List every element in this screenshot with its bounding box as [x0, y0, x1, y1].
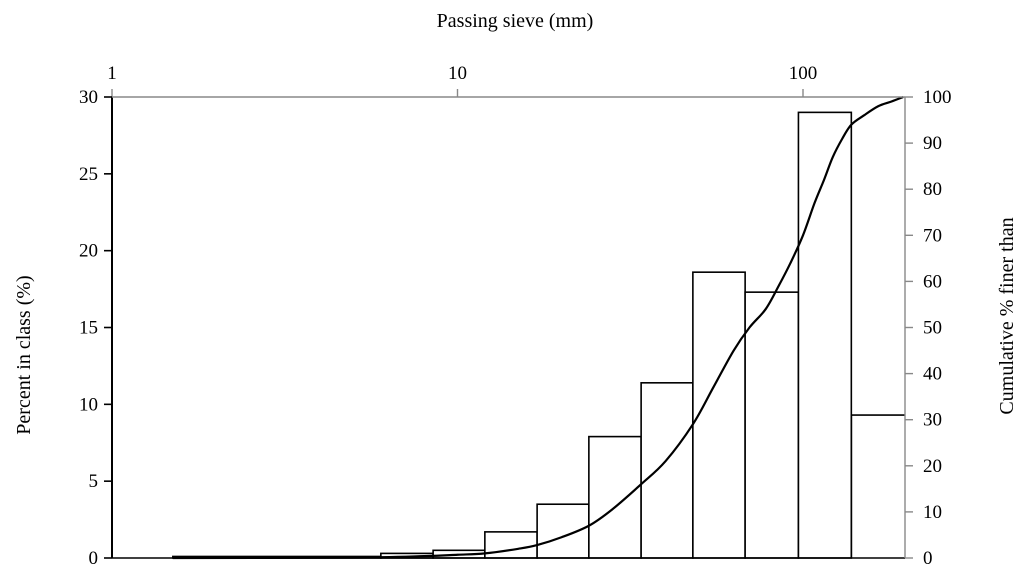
- histogram-bar: [744, 291, 800, 559]
- y-tick-label: 20: [79, 241, 98, 262]
- y2-tick-label: 90: [923, 133, 942, 154]
- y-tick-label: 5: [89, 471, 99, 492]
- y-tick-label: 30: [79, 87, 98, 108]
- y2-tick-label: 50: [923, 318, 942, 339]
- histogram-bar: [692, 271, 746, 559]
- y2-axis-title: Cumulative % finer than: [996, 217, 1018, 414]
- histogram-bar: [536, 503, 590, 559]
- y2-tick-label: 70: [923, 225, 942, 246]
- x-tick-label: 10: [448, 63, 467, 84]
- y2-tick-label: 30: [923, 410, 942, 431]
- y2-tick-label: 60: [923, 271, 942, 292]
- y2-tick-label: 20: [923, 456, 942, 477]
- histogram-bar: [484, 531, 538, 559]
- line-layer: [172, 95, 904, 560]
- x-tick-label: 1: [107, 63, 117, 84]
- y-tick-label: 10: [79, 394, 98, 415]
- y2-tick-label: 10: [923, 502, 942, 523]
- cumulative-curve: [172, 95, 904, 560]
- histogram-bar: [797, 111, 853, 559]
- y-axis-title: Percent in class (%): [13, 275, 35, 434]
- histogram-bar: [850, 414, 905, 558]
- y-tick-label: 15: [79, 318, 98, 339]
- y-tick-label: 25: [79, 164, 98, 185]
- bars-layer: [172, 111, 905, 559]
- y2-tick-label: 40: [923, 364, 942, 385]
- histogram-bar: [640, 382, 694, 559]
- x-tick-label: 100: [789, 63, 818, 84]
- histogram-bar: [588, 435, 642, 559]
- y2-tick-label: 80: [923, 179, 942, 200]
- y2-tick-label: 100: [923, 87, 952, 108]
- y-tick-label: 0: [89, 548, 99, 569]
- y2-tick-label: 0: [923, 548, 933, 569]
- ticks-layer: 1 10 100 0 5 10 15 20 25 30 0 10 20 30 40 50 60 70 80 90 100: [79, 63, 952, 569]
- x-axis-title: Passing sieve (mm): [437, 10, 594, 32]
